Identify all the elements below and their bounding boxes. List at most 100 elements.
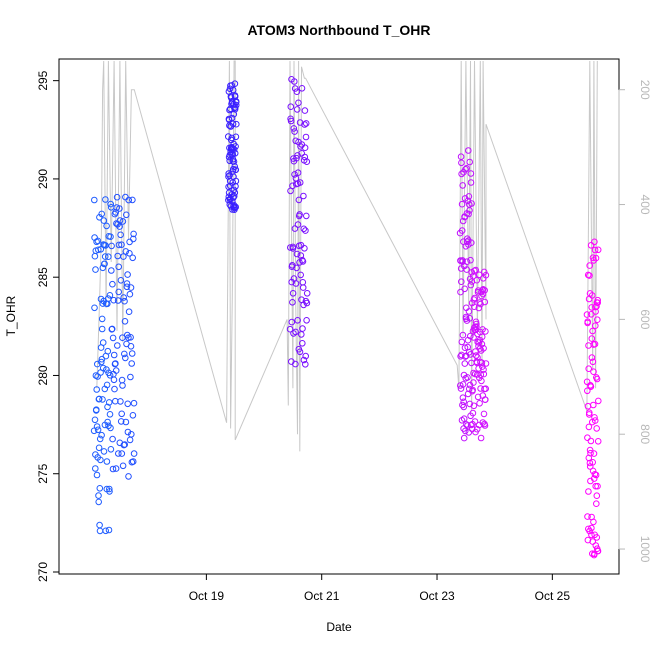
y2-tick-label: 200 xyxy=(638,80,650,100)
data-point xyxy=(584,387,591,395)
data-point xyxy=(98,355,106,363)
data-point xyxy=(126,250,133,257)
data-point xyxy=(232,143,239,150)
data-point xyxy=(98,325,106,333)
data-point xyxy=(592,322,599,330)
data-point xyxy=(459,217,467,225)
data-point xyxy=(113,193,121,201)
data-point xyxy=(117,418,125,425)
data-point xyxy=(290,125,298,132)
data-point xyxy=(594,438,602,445)
data-point xyxy=(100,448,108,455)
data-point xyxy=(593,375,601,383)
data-point xyxy=(466,315,474,322)
data-point xyxy=(293,106,301,113)
data-point xyxy=(96,435,104,443)
data-point xyxy=(130,450,138,457)
data-point xyxy=(590,475,598,482)
data-point xyxy=(99,364,107,372)
data-point xyxy=(101,260,108,268)
data-point xyxy=(585,295,593,303)
data-point xyxy=(289,245,297,252)
data-point xyxy=(228,134,236,142)
data-point xyxy=(126,436,134,444)
data-point xyxy=(591,417,599,424)
data-point xyxy=(481,298,489,306)
data-point xyxy=(481,422,489,429)
data-point xyxy=(102,527,109,535)
data-point xyxy=(463,258,471,266)
plot-frame xyxy=(58,58,620,575)
data-point xyxy=(586,272,593,279)
data-point xyxy=(594,316,601,324)
data-point xyxy=(91,416,99,424)
data-point xyxy=(469,386,477,394)
data-point xyxy=(124,400,131,408)
data-point xyxy=(101,253,109,260)
data-point xyxy=(124,271,131,278)
data-point xyxy=(127,343,135,350)
data-point xyxy=(116,205,123,212)
data-point xyxy=(231,163,238,170)
data-point xyxy=(93,471,101,479)
data-point xyxy=(122,248,130,255)
data-point xyxy=(111,385,118,393)
data-point xyxy=(467,281,475,289)
data-point xyxy=(480,410,488,418)
data-point xyxy=(463,266,471,273)
data-point xyxy=(465,308,473,315)
data-point xyxy=(127,373,134,381)
data-point xyxy=(291,225,299,232)
data-point xyxy=(112,209,119,216)
data-point xyxy=(476,271,483,279)
y2-axis: 200 400 600 800 1000 xyxy=(618,80,650,563)
data-point xyxy=(129,458,137,465)
data-point xyxy=(592,254,600,262)
data-point xyxy=(100,217,108,224)
data-point xyxy=(103,222,110,230)
data-point xyxy=(128,431,135,438)
data-point xyxy=(480,366,487,373)
data-point xyxy=(289,182,296,190)
x-axis-label: Date xyxy=(326,620,352,634)
data-point xyxy=(296,348,304,356)
data-point xyxy=(458,227,466,234)
data-point xyxy=(459,394,467,402)
data-point xyxy=(458,351,465,359)
data-point xyxy=(470,369,477,377)
data-point xyxy=(299,340,306,347)
data-point xyxy=(590,368,597,376)
data-point xyxy=(588,531,595,539)
data-point xyxy=(292,280,300,287)
data-point xyxy=(474,354,481,361)
data-point xyxy=(465,210,472,218)
data-point xyxy=(232,98,240,105)
data-point xyxy=(469,409,477,417)
data-point xyxy=(121,318,129,325)
data-point xyxy=(472,352,480,359)
data-point xyxy=(121,441,128,448)
data-point xyxy=(116,217,124,224)
data-point xyxy=(590,518,597,526)
data-point xyxy=(588,304,596,311)
chart-title: ATOM3 Northbound T_OHR xyxy=(247,22,430,38)
data-point xyxy=(459,258,466,266)
data-point xyxy=(467,170,475,177)
data-point xyxy=(108,267,115,274)
data-point xyxy=(482,360,490,367)
data-point xyxy=(591,414,598,421)
data-point xyxy=(286,325,294,333)
data-point xyxy=(106,488,113,495)
data-point xyxy=(586,262,594,269)
data-point xyxy=(593,500,600,508)
data-point xyxy=(586,459,594,467)
data-point xyxy=(472,266,480,274)
data-point xyxy=(118,410,125,418)
data-point xyxy=(95,395,103,403)
data-point xyxy=(127,284,135,291)
data-point xyxy=(294,221,302,228)
data-point xyxy=(588,354,596,361)
data-point xyxy=(226,85,234,93)
data-point xyxy=(292,360,299,368)
